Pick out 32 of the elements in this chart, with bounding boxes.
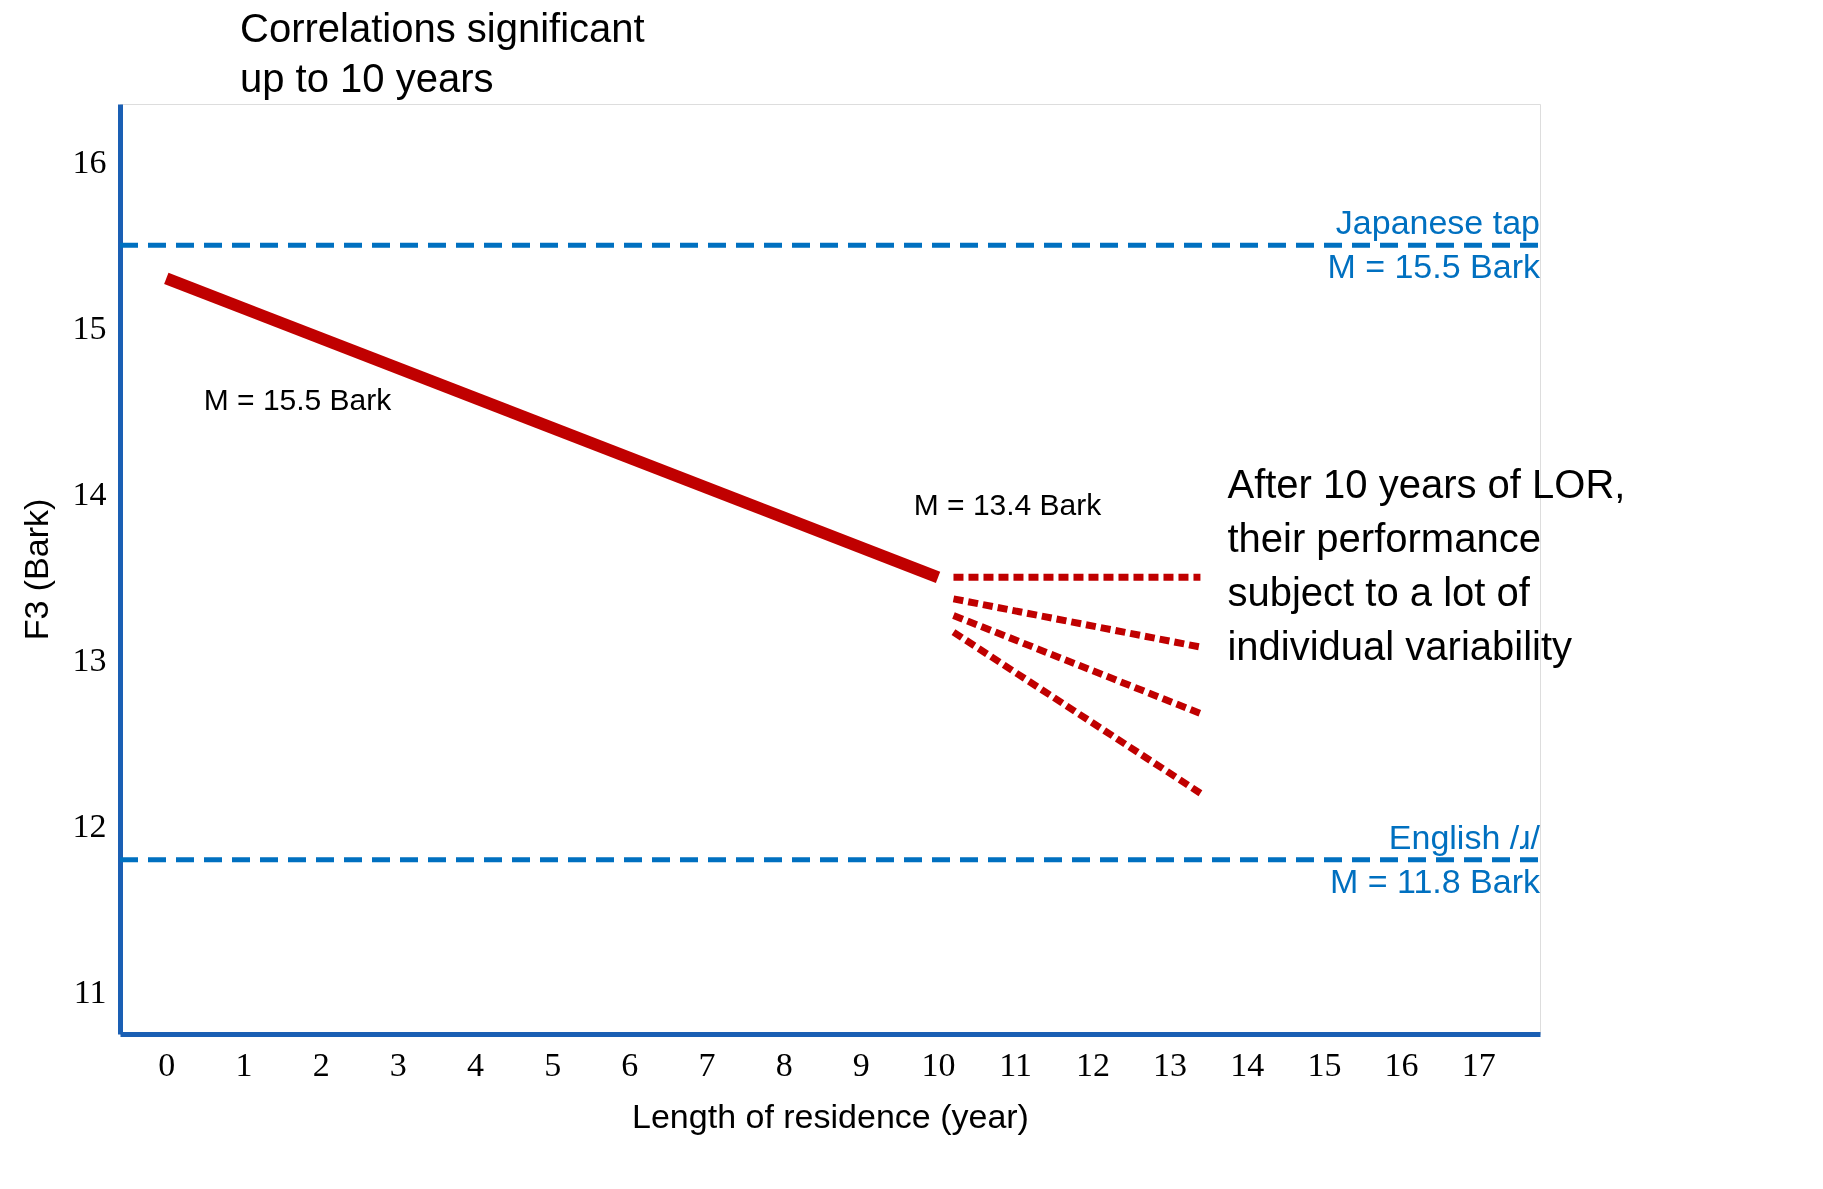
ref-line-label: Japanese tap M = 15.5 Bark [1327, 203, 1541, 286]
annotation: M = 15.5 Bark [203, 383, 393, 417]
x-tick-label: 0 [158, 1045, 176, 1083]
annotation: After 10 years of LOR, their performance subject to a lot of individual variability [1227, 461, 1626, 668]
x-tick-label: 5 [544, 1045, 562, 1083]
x-tick-label: 8 [775, 1045, 793, 1083]
y-tick-label: 16 [72, 142, 107, 180]
x-tick-label: 6 [621, 1045, 639, 1083]
x-tick-label: 3 [389, 1045, 407, 1083]
x-tick-label: 7 [698, 1045, 716, 1083]
x-tick-label: 2 [312, 1045, 330, 1083]
ref-line-label: English /ɹ/ M = 11.8 Bark [1329, 817, 1541, 900]
annotation: M = 13.4 Bark [913, 487, 1103, 521]
x-tick-label: 4 [467, 1045, 484, 1083]
x-axis-title: Length of residence (year) [632, 1096, 1029, 1135]
chart-title: Correlations significant up to 10 years [240, 6, 645, 100]
x-tick-label: 15 [1307, 1045, 1342, 1083]
y-axis-title: F3 (Bark) [16, 498, 55, 641]
y-tick-label: 13 [72, 640, 107, 678]
x-tick-label: 1 [235, 1045, 253, 1083]
x-tick-label: 9 [852, 1045, 870, 1083]
x-tick-label: 10 [921, 1045, 956, 1083]
x-tick-label: 14 [1230, 1045, 1265, 1083]
x-tick-label: 16 [1384, 1045, 1419, 1083]
x-tick-label: 12 [1075, 1045, 1110, 1083]
x-tick-label: 11 [999, 1045, 1033, 1083]
x-tick-label: 17 [1461, 1045, 1496, 1083]
y-tick-label: 12 [72, 806, 107, 844]
x-tick-label: 13 [1153, 1045, 1188, 1083]
y-tick-label: 15 [72, 308, 107, 346]
y-tick-label: 11 [73, 972, 107, 1010]
y-tick-label: 14 [72, 474, 107, 512]
